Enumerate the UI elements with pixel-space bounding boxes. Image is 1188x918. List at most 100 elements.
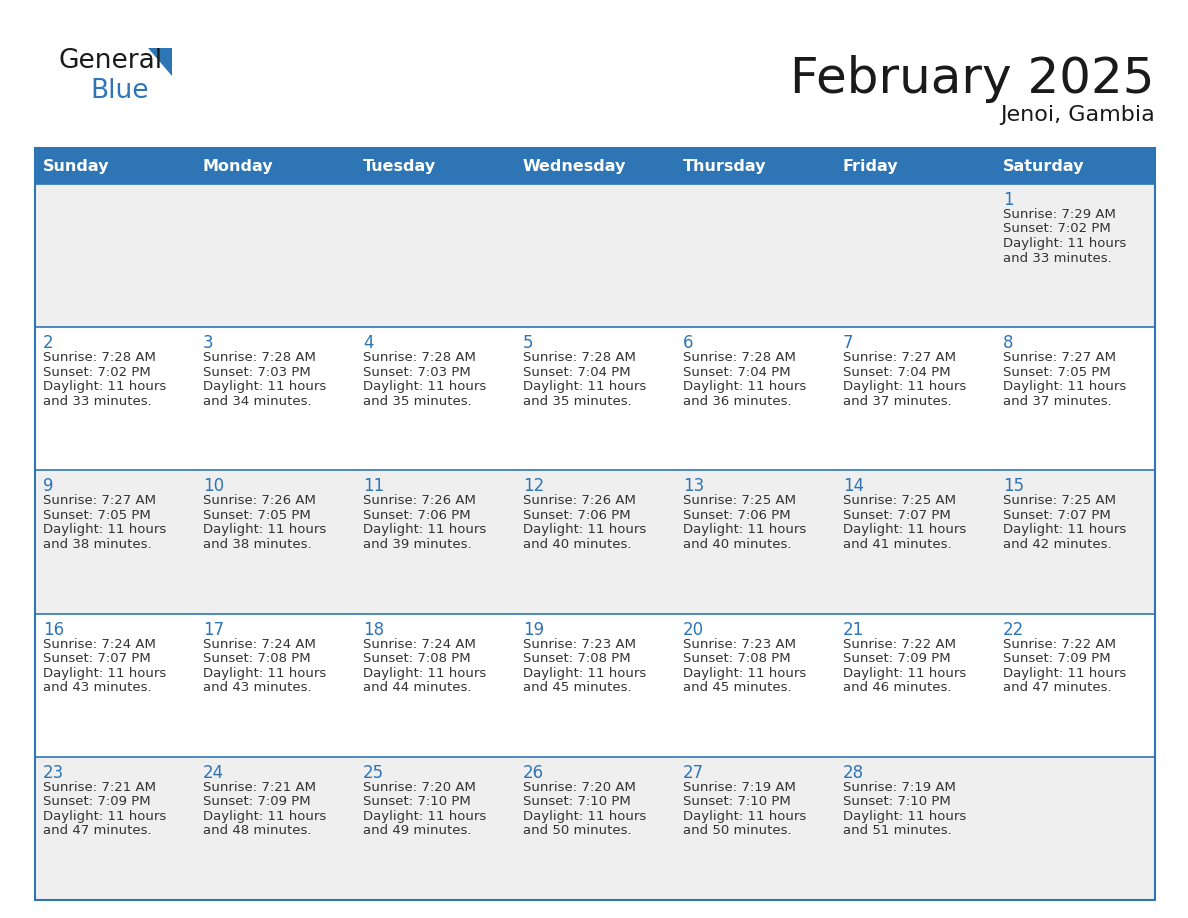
Text: Daylight: 11 hours: Daylight: 11 hours [1003, 380, 1126, 393]
Text: Sunrise: 7:27 AM: Sunrise: 7:27 AM [1003, 352, 1116, 364]
Text: Sunrise: 7:28 AM: Sunrise: 7:28 AM [203, 352, 316, 364]
Text: and 33 minutes.: and 33 minutes. [1003, 252, 1112, 264]
Text: General: General [58, 48, 162, 74]
Text: 16: 16 [43, 621, 64, 639]
Text: Sunrise: 7:23 AM: Sunrise: 7:23 AM [683, 638, 796, 651]
Text: Sunset: 7:09 PM: Sunset: 7:09 PM [43, 795, 151, 809]
Text: and 40 minutes.: and 40 minutes. [683, 538, 791, 551]
Text: Sunset: 7:02 PM: Sunset: 7:02 PM [1003, 222, 1111, 236]
Text: Daylight: 11 hours: Daylight: 11 hours [203, 810, 327, 823]
Text: Daylight: 11 hours: Daylight: 11 hours [364, 523, 486, 536]
Text: Daylight: 11 hours: Daylight: 11 hours [1003, 666, 1126, 679]
Text: and 34 minutes.: and 34 minutes. [203, 395, 311, 408]
Text: and 44 minutes.: and 44 minutes. [364, 681, 472, 694]
Text: and 46 minutes.: and 46 minutes. [843, 681, 952, 694]
Text: 24: 24 [203, 764, 225, 782]
Text: and 35 minutes.: and 35 minutes. [364, 395, 472, 408]
Text: 5: 5 [523, 334, 533, 353]
Text: Sunset: 7:08 PM: Sunset: 7:08 PM [364, 652, 470, 666]
Text: Blue: Blue [90, 78, 148, 104]
Text: Sunset: 7:03 PM: Sunset: 7:03 PM [364, 365, 470, 379]
Text: Sunday: Sunday [43, 159, 109, 174]
Text: 8: 8 [1003, 334, 1013, 353]
Text: Sunrise: 7:24 AM: Sunrise: 7:24 AM [43, 638, 156, 651]
Text: Sunset: 7:04 PM: Sunset: 7:04 PM [843, 365, 950, 379]
Text: and 35 minutes.: and 35 minutes. [523, 395, 632, 408]
Text: Friday: Friday [843, 159, 898, 174]
Text: Daylight: 11 hours: Daylight: 11 hours [843, 810, 966, 823]
Text: Sunrise: 7:24 AM: Sunrise: 7:24 AM [203, 638, 316, 651]
Text: Sunrise: 7:26 AM: Sunrise: 7:26 AM [523, 495, 636, 508]
Text: Sunset: 7:05 PM: Sunset: 7:05 PM [43, 509, 151, 522]
Text: 4: 4 [364, 334, 373, 353]
Text: Sunrise: 7:26 AM: Sunrise: 7:26 AM [203, 495, 316, 508]
Bar [34, 756, 1155, 900]
Text: 22: 22 [1003, 621, 1024, 639]
Text: Sunrise: 7:21 AM: Sunrise: 7:21 AM [203, 781, 316, 794]
Polygon shape [148, 48, 172, 76]
Text: Sunrise: 7:22 AM: Sunrise: 7:22 AM [843, 638, 956, 651]
Text: 20: 20 [683, 621, 704, 639]
Text: and 37 minutes.: and 37 minutes. [843, 395, 952, 408]
Text: Sunset: 7:04 PM: Sunset: 7:04 PM [523, 365, 631, 379]
Text: Monday: Monday [203, 159, 273, 174]
Text: Sunset: 7:02 PM: Sunset: 7:02 PM [43, 365, 151, 379]
Text: Sunset: 7:08 PM: Sunset: 7:08 PM [203, 652, 310, 666]
Text: Sunrise: 7:20 AM: Sunrise: 7:20 AM [364, 781, 476, 794]
Text: Sunrise: 7:21 AM: Sunrise: 7:21 AM [43, 781, 156, 794]
Text: Daylight: 11 hours: Daylight: 11 hours [43, 523, 166, 536]
Text: 19: 19 [523, 621, 544, 639]
Text: 23: 23 [43, 764, 64, 782]
Text: 11: 11 [364, 477, 384, 496]
Text: 15: 15 [1003, 477, 1024, 496]
Text: Sunrise: 7:25 AM: Sunrise: 7:25 AM [843, 495, 956, 508]
Text: 13: 13 [683, 477, 704, 496]
Bar [34, 148, 1155, 900]
Text: 9: 9 [43, 477, 53, 496]
Text: Sunset: 7:04 PM: Sunset: 7:04 PM [683, 365, 791, 379]
Text: Daylight: 11 hours: Daylight: 11 hours [1003, 523, 1126, 536]
Text: Sunset: 7:07 PM: Sunset: 7:07 PM [843, 509, 950, 522]
Text: Sunrise: 7:24 AM: Sunrise: 7:24 AM [364, 638, 476, 651]
Text: Sunset: 7:09 PM: Sunset: 7:09 PM [843, 652, 950, 666]
Text: Sunrise: 7:28 AM: Sunrise: 7:28 AM [43, 352, 156, 364]
Text: and 40 minutes.: and 40 minutes. [523, 538, 632, 551]
Text: Daylight: 11 hours: Daylight: 11 hours [523, 523, 646, 536]
Text: Wednesday: Wednesday [523, 159, 626, 174]
Text: Sunset: 7:07 PM: Sunset: 7:07 PM [1003, 509, 1111, 522]
Text: Sunrise: 7:26 AM: Sunrise: 7:26 AM [364, 495, 476, 508]
Text: Daylight: 11 hours: Daylight: 11 hours [364, 666, 486, 679]
Text: and 38 minutes.: and 38 minutes. [203, 538, 311, 551]
Text: Saturday: Saturday [1003, 159, 1085, 174]
Text: Daylight: 11 hours: Daylight: 11 hours [203, 523, 327, 536]
Text: and 43 minutes.: and 43 minutes. [43, 681, 152, 694]
Text: Sunset: 7:08 PM: Sunset: 7:08 PM [683, 652, 791, 666]
Text: Sunrise: 7:20 AM: Sunrise: 7:20 AM [523, 781, 636, 794]
Text: 28: 28 [843, 764, 864, 782]
Text: 26: 26 [523, 764, 544, 782]
Text: Sunset: 7:10 PM: Sunset: 7:10 PM [523, 795, 631, 809]
Text: and 50 minutes.: and 50 minutes. [523, 824, 632, 837]
Text: and 50 minutes.: and 50 minutes. [683, 824, 791, 837]
Text: Daylight: 11 hours: Daylight: 11 hours [364, 380, 486, 393]
Text: and 47 minutes.: and 47 minutes. [1003, 681, 1112, 694]
Text: Sunrise: 7:29 AM: Sunrise: 7:29 AM [1003, 208, 1116, 221]
Text: and 43 minutes.: and 43 minutes. [203, 681, 311, 694]
Text: Daylight: 11 hours: Daylight: 11 hours [683, 666, 807, 679]
Text: and 48 minutes.: and 48 minutes. [203, 824, 311, 837]
Text: Sunset: 7:06 PM: Sunset: 7:06 PM [523, 509, 631, 522]
Text: Daylight: 11 hours: Daylight: 11 hours [683, 523, 807, 536]
Text: Daylight: 11 hours: Daylight: 11 hours [364, 810, 486, 823]
Text: Sunrise: 7:28 AM: Sunrise: 7:28 AM [364, 352, 476, 364]
Text: 10: 10 [203, 477, 225, 496]
Text: and 47 minutes.: and 47 minutes. [43, 824, 152, 837]
Text: and 42 minutes.: and 42 minutes. [1003, 538, 1112, 551]
Text: Sunrise: 7:25 AM: Sunrise: 7:25 AM [1003, 495, 1116, 508]
Text: and 45 minutes.: and 45 minutes. [683, 681, 791, 694]
Text: Sunrise: 7:27 AM: Sunrise: 7:27 AM [43, 495, 156, 508]
Text: Sunset: 7:06 PM: Sunset: 7:06 PM [364, 509, 470, 522]
Text: 18: 18 [364, 621, 384, 639]
Text: and 33 minutes.: and 33 minutes. [43, 395, 152, 408]
Bar [34, 613, 1155, 756]
Text: Daylight: 11 hours: Daylight: 11 hours [683, 380, 807, 393]
